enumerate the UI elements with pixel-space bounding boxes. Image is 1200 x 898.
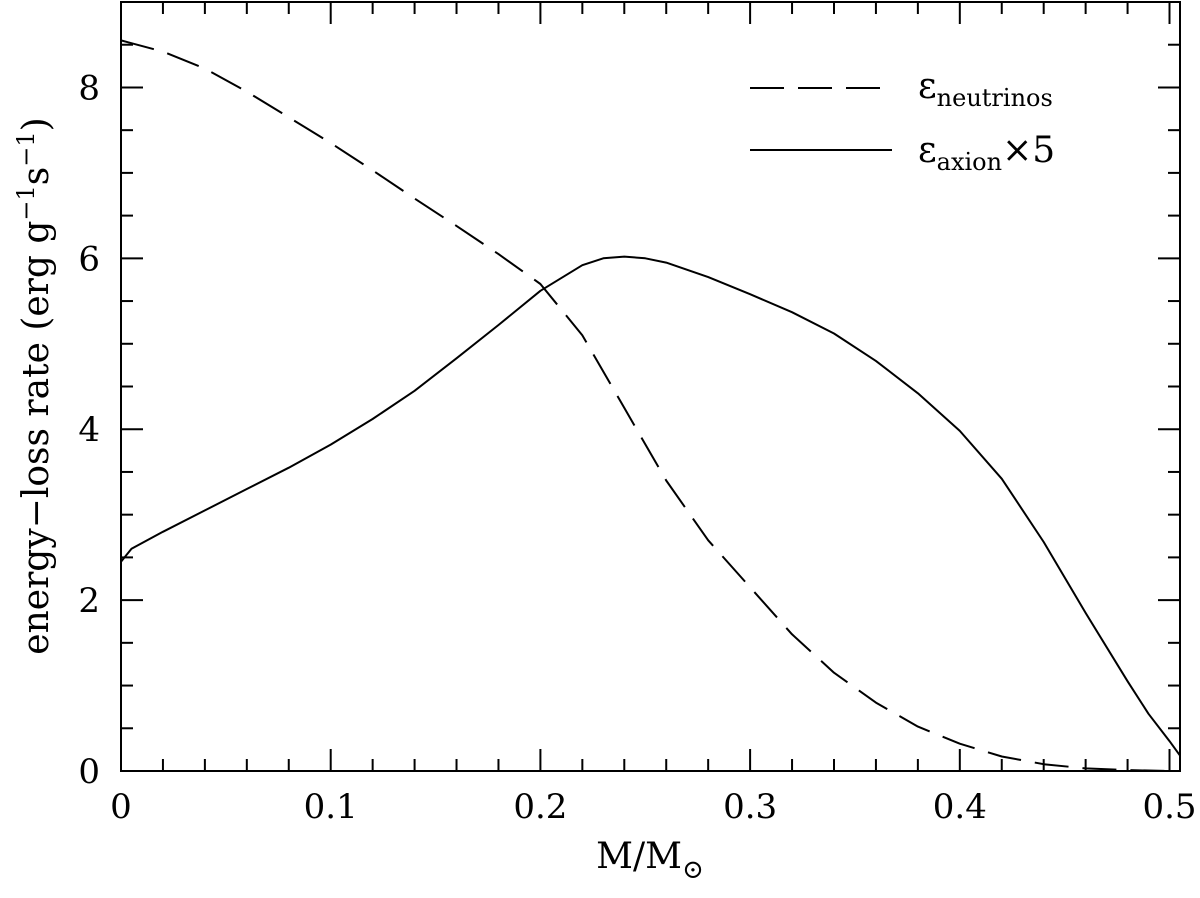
series-line-neutrinos xyxy=(120,39,1180,772)
x-tick-label: 0.3 xyxy=(723,787,777,827)
legend-item-axion: εaxion×5 xyxy=(750,130,1055,176)
series-layer xyxy=(120,39,1181,772)
series-line-axion xyxy=(120,255,1181,757)
x-tick-label: 0.2 xyxy=(513,787,567,827)
y-tick-label: 0 xyxy=(78,752,100,792)
y-axis-title: energy−loss rate (erg g−1s−1) xyxy=(12,117,57,654)
y-tick-label: 6 xyxy=(78,239,100,279)
legend: εneutrinos εaxion×5 xyxy=(750,66,1055,176)
x-axis-title: M/M⊙ xyxy=(596,836,704,885)
x-tick-label: 0.1 xyxy=(304,787,358,827)
x-tick-label: 0.5 xyxy=(1142,787,1196,827)
x-tick-label: 0.4 xyxy=(933,787,987,827)
tick-marks xyxy=(120,1,1180,772)
y-tick-label: 8 xyxy=(78,68,100,108)
y-tick-label: 4 xyxy=(78,410,100,450)
x-tick-label: 0 xyxy=(110,787,132,827)
legend-label-neutrinos: εneutrinos xyxy=(918,66,1053,112)
y-tick-label: 2 xyxy=(78,581,100,621)
plot-frame xyxy=(120,1,1181,772)
legend-item-neutrinos: εneutrinos xyxy=(750,66,1053,112)
legend-label-axion: εaxion×5 xyxy=(918,130,1055,176)
tick-labels: 0 0.1 0.2 0.3 0.4 0.5 0 2 4 6 8 xyxy=(78,68,1196,827)
